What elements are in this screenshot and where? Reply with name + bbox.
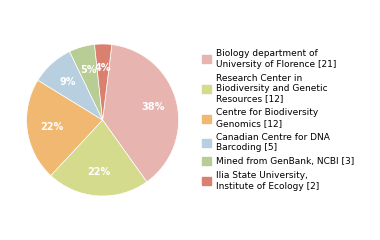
- Wedge shape: [51, 120, 147, 196]
- Wedge shape: [95, 44, 112, 120]
- Text: 5%: 5%: [80, 65, 97, 75]
- Wedge shape: [103, 45, 179, 182]
- Text: 9%: 9%: [60, 77, 76, 87]
- Text: 22%: 22%: [40, 122, 63, 132]
- Wedge shape: [38, 52, 103, 120]
- Text: 22%: 22%: [88, 167, 111, 177]
- Text: 38%: 38%: [141, 102, 165, 112]
- Wedge shape: [27, 80, 103, 176]
- Text: 4%: 4%: [95, 63, 111, 73]
- Legend: Biology department of
University of Florence [21], Research Center in
Biodiversi: Biology department of University of Flor…: [202, 49, 354, 191]
- Wedge shape: [70, 44, 103, 120]
